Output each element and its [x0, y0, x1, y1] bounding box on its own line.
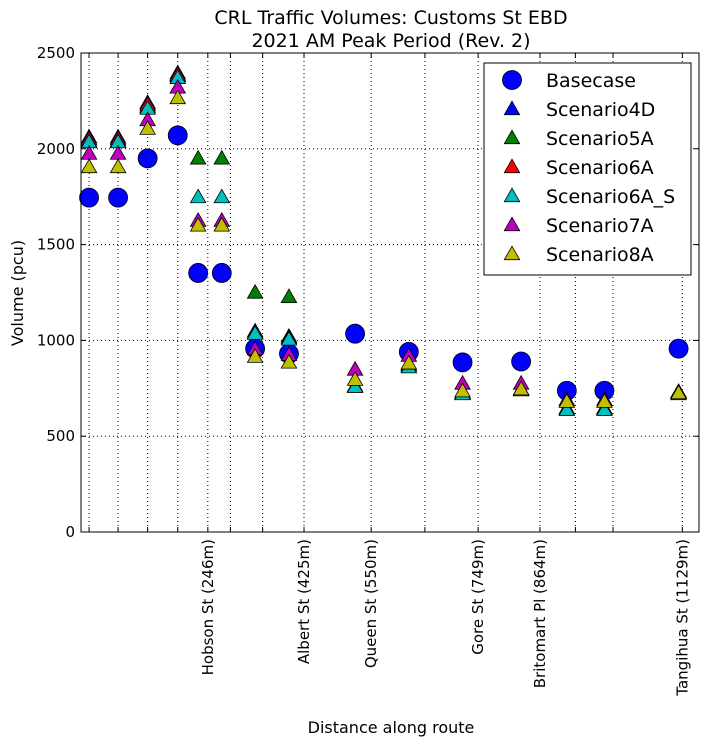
data-point	[211, 263, 232, 283]
data-point	[246, 283, 264, 299]
legend-marker	[502, 70, 522, 90]
data-point	[452, 352, 473, 373]
legend-marker	[503, 100, 521, 116]
x-tick-label: Albert St (425m)	[295, 539, 313, 664]
legend-label: Scenario5A	[546, 128, 654, 150]
x-axis-label: Distance along route	[308, 718, 475, 737]
data-point	[280, 353, 298, 369]
x-tick-label: Gore St (749m)	[469, 539, 487, 655]
y-axis-ticks: 0 500 1000 1500 2000 2500	[37, 44, 699, 541]
data-point	[670, 384, 687, 400]
grid	[81, 53, 699, 532]
x-axis-ticks: Hobson St (246m) Albert St (425m) Queen St…	[88, 53, 691, 697]
legend-label: Scenario7A	[546, 215, 654, 237]
y-axis-label: Volume (pcu)	[8, 240, 27, 346]
legend-box	[483, 62, 692, 276]
data-point	[511, 351, 532, 372]
data-point	[346, 371, 364, 386]
y-tick-label: 2000	[37, 140, 75, 158]
data-point	[189, 188, 207, 204]
data-point	[400, 354, 418, 370]
data-point	[213, 216, 231, 232]
legend-label: Scenario6A	[546, 157, 654, 179]
legend-label: Scenario6A_S	[546, 186, 675, 208]
chart-subtitle: 2021 AM Peak Period (Rev. 2)	[251, 30, 530, 52]
data-point	[79, 187, 99, 208]
legend-marker	[503, 158, 521, 174]
x-tick-label: Hobson St (246m)	[199, 539, 217, 675]
data-point	[213, 188, 231, 204]
chart-title: CRL Traffic Volumes: Customs St EBD	[214, 7, 567, 29]
plot-frame	[80, 52, 700, 533]
y-tick-label: 500	[46, 427, 75, 445]
legend-label: Scenario8A	[546, 244, 654, 266]
legend-marker	[503, 245, 521, 261]
legend-marker	[503, 187, 521, 203]
data-point	[169, 89, 187, 105]
data-point	[558, 401, 576, 416]
data-point	[596, 401, 613, 416]
y-tick-label: 2500	[37, 44, 75, 62]
data-point	[108, 187, 128, 208]
data-point	[668, 338, 689, 359]
data-point	[280, 330, 298, 346]
data-point	[189, 149, 207, 165]
legend-marker	[503, 129, 521, 145]
data-point	[189, 216, 207, 232]
data-markers	[79, 64, 689, 416]
data-point	[280, 288, 298, 303]
x-tick-label: Tangihua St (1129m)	[673, 539, 691, 697]
y-tick-label: 1500	[37, 236, 75, 254]
data-point	[80, 158, 98, 174]
legend: Basecase Scenario4D Scenario5A Scenario6A Sc…	[483, 62, 692, 276]
legend-label: Basecase	[546, 70, 636, 92]
data-point	[167, 125, 188, 146]
legend-label: Scenario4D	[546, 99, 655, 121]
data-point	[512, 380, 530, 396]
data-point	[454, 382, 471, 398]
data-point	[246, 325, 264, 340]
data-point	[558, 393, 576, 408]
x-tick-label: Britomart Pl (864m)	[531, 539, 549, 688]
data-point	[345, 323, 365, 344]
series-scenario8a	[80, 89, 687, 408]
data-point	[109, 158, 127, 174]
y-tick-label: 1000	[37, 331, 75, 349]
data-point	[246, 348, 264, 363]
data-point	[139, 120, 157, 135]
legend-marker	[503, 216, 521, 232]
data-point	[188, 263, 209, 283]
data-point	[596, 393, 613, 408]
x-tick-label: Queen St (550m)	[362, 539, 380, 668]
data-point	[213, 149, 231, 165]
data-point	[137, 148, 158, 169]
y-tick-label: 0	[65, 523, 75, 541]
